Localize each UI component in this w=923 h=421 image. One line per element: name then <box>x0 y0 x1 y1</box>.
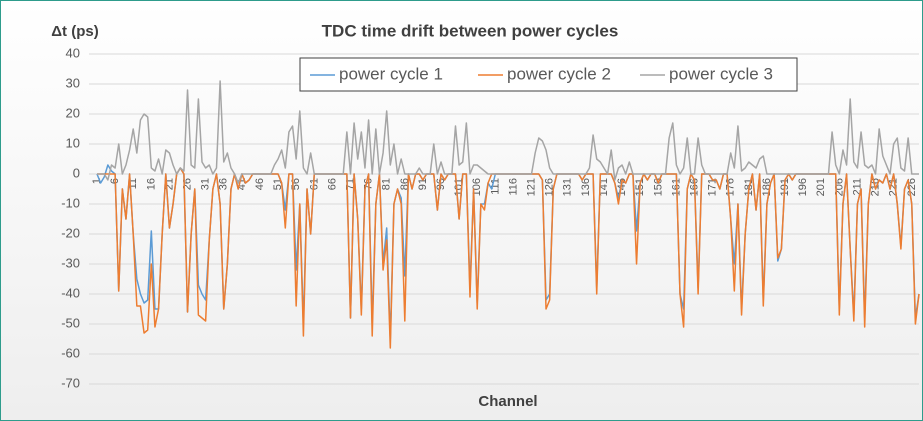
x-axis-title: Channel <box>478 393 537 410</box>
x-tick-label: 141 <box>598 178 610 196</box>
legend: power cycle 1 power cycle 2 power cycle 3 <box>299 57 798 92</box>
y-tick-label: -50 <box>61 315 80 330</box>
legend-label: power cycle 3 <box>669 64 773 83</box>
y-tick-label: 0 <box>73 165 80 180</box>
y-tick-label: 30 <box>66 75 80 90</box>
x-tick-label: 136 <box>580 178 592 196</box>
legend-label: power cycle 2 <box>507 64 611 83</box>
x-tick-label: 176 <box>725 178 737 196</box>
x-tick-label: 201 <box>815 178 827 196</box>
legend-label: power cycle 1 <box>339 64 443 83</box>
x-tick-label: 196 <box>797 178 809 196</box>
x-tick-label: 66 <box>326 178 338 190</box>
x-tick-label: 46 <box>254 178 266 190</box>
x-tick-label: 131 <box>562 178 574 196</box>
y-tick-label: 20 <box>66 105 80 120</box>
y-tick-label: -10 <box>61 195 80 210</box>
x-tick-label: 36 <box>218 178 230 190</box>
x-tick-label: 101 <box>453 178 465 196</box>
x-tick-label: 221 <box>888 178 900 196</box>
y-tick-label: -20 <box>61 225 80 240</box>
plot-lines <box>96 80 920 349</box>
x-tick-label: 116 <box>507 178 519 196</box>
x-tick-label: 96 <box>435 178 447 190</box>
y-tick-label: -40 <box>61 285 80 300</box>
x-tick-label: 156 <box>652 178 664 196</box>
legend-box <box>299 57 798 92</box>
y-axis-title: Δt (ps) <box>51 23 98 40</box>
series-line <box>97 80 919 184</box>
y-tick-label: -70 <box>61 375 80 390</box>
x-tick-label: 1 <box>91 178 103 184</box>
y-tick-label: 10 <box>66 135 80 150</box>
x-tick-label: 16 <box>145 178 157 190</box>
x-tick-label: 121 <box>526 178 538 196</box>
x-tick-label: 31 <box>200 178 212 190</box>
x-tick-label: 11 <box>127 178 139 189</box>
y-tick-label: -60 <box>61 345 80 360</box>
x-tick-label: 111 <box>489 178 501 195</box>
x-tick-label: 171 <box>707 178 719 196</box>
x-tick-label: 91 <box>417 178 429 190</box>
x-tick-label: 81 <box>381 178 393 190</box>
chart-title: TDC time drift between power cycles <box>322 21 619 40</box>
y-tick-label: 40 <box>66 45 80 60</box>
y-tick-label: -30 <box>61 255 80 270</box>
